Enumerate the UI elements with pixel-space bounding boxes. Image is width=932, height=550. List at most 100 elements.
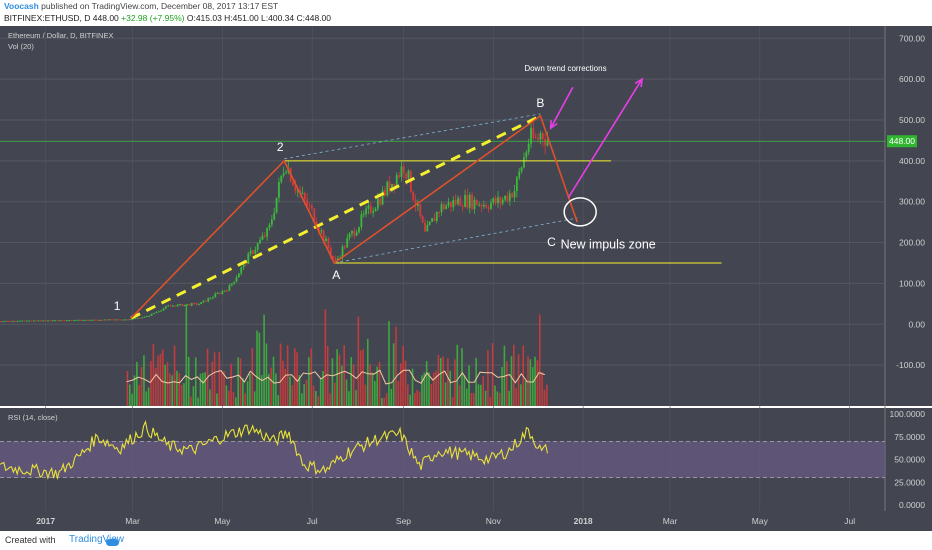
candle-body xyxy=(280,175,283,182)
volume-bar xyxy=(343,345,345,406)
candle-body xyxy=(534,137,537,139)
candle-body xyxy=(372,211,375,213)
candle-body xyxy=(515,177,518,191)
candle-body xyxy=(139,317,141,319)
candle-body xyxy=(162,308,165,311)
volume-bar xyxy=(487,350,489,406)
publish-line: Voocash published on TradingView.com, De… xyxy=(4,1,278,11)
candle-body xyxy=(346,237,349,248)
candle-body xyxy=(56,320,59,322)
candle-body xyxy=(259,239,261,244)
volume-bar xyxy=(383,397,386,406)
volume-bar xyxy=(543,389,546,406)
volume-bar xyxy=(501,366,503,406)
volume-bar xyxy=(348,391,350,406)
volume-bar xyxy=(270,367,272,406)
volume-bar xyxy=(357,316,360,406)
candle-body xyxy=(157,311,160,313)
volume-bar xyxy=(477,384,480,406)
candle-body xyxy=(219,292,221,294)
volume-bar xyxy=(428,372,430,406)
candle-body xyxy=(174,305,177,307)
published-text: published on TradingView.com, December 0… xyxy=(41,1,279,11)
volume-bar xyxy=(482,376,485,406)
volume-bar xyxy=(218,352,221,406)
candle-body xyxy=(447,202,450,206)
candle-body xyxy=(320,230,323,232)
volume-bar xyxy=(472,393,475,406)
candle-body xyxy=(28,320,31,322)
volume-bar xyxy=(256,330,258,406)
volume-bar xyxy=(496,391,499,406)
volume-bar xyxy=(190,396,192,406)
candle-body xyxy=(148,315,151,317)
candle-body xyxy=(117,319,120,321)
candle-body xyxy=(325,238,327,242)
volume-bar xyxy=(421,375,423,406)
volume-bar xyxy=(185,304,188,406)
volume-bar xyxy=(211,361,214,406)
volume-bar xyxy=(171,375,174,406)
candle-body xyxy=(169,305,172,307)
volume-bar xyxy=(449,370,452,406)
volume-bar xyxy=(494,385,496,406)
candle-body xyxy=(94,319,97,321)
candle-body xyxy=(212,297,214,299)
symbol-line: BITFINEX:ETHUSD, D 448.00 +32.98 (+7.95%… xyxy=(4,13,331,23)
candle-body xyxy=(454,200,457,205)
candle-body xyxy=(400,166,403,177)
correction-arrow xyxy=(550,86,574,129)
candle-body xyxy=(353,230,356,236)
candle-body xyxy=(433,218,436,221)
candle-body xyxy=(518,171,521,178)
candle-body xyxy=(440,204,443,213)
projection-arrow xyxy=(567,78,643,199)
annotation-new-impuls: New impuls zone xyxy=(561,238,656,252)
candle-body xyxy=(384,190,386,196)
volume-bar xyxy=(275,373,277,406)
volume-bar xyxy=(510,356,513,406)
volume-bar xyxy=(178,373,181,406)
volume-bar xyxy=(338,354,341,406)
volume-bar xyxy=(319,379,322,406)
candle-body xyxy=(0,321,2,323)
wave-label-1: 1 xyxy=(114,299,121,313)
candle-body xyxy=(183,304,186,306)
candle-body xyxy=(351,230,353,234)
price-axis-label: 700.00 xyxy=(899,33,925,43)
candle-body xyxy=(520,167,523,172)
chart-canvas[interactable]: 700.00 600.00 500.00 400.00 300.00 200.00 100.… xyxy=(0,26,932,531)
candle-body xyxy=(343,246,346,248)
candle-body xyxy=(513,190,516,198)
volume-bar xyxy=(322,370,324,406)
volume-bar xyxy=(296,352,298,406)
candle-body xyxy=(113,319,115,321)
volume-bar xyxy=(456,344,459,406)
candle-body xyxy=(249,250,252,254)
volume-bar xyxy=(265,343,268,406)
candle-body xyxy=(110,319,113,321)
volume-bar xyxy=(225,385,228,406)
tradingview-brand[interactable]: TradingView xyxy=(54,534,124,546)
candle-body xyxy=(73,320,75,322)
candle-body xyxy=(237,273,240,278)
candle-body xyxy=(468,194,471,208)
candle-body xyxy=(207,298,210,302)
volume-bar xyxy=(505,361,508,406)
candle-body xyxy=(407,170,410,179)
volume-bar xyxy=(213,352,216,406)
candle-body xyxy=(546,140,549,146)
time-axis-label: Nov xyxy=(486,516,502,526)
candle-body xyxy=(431,218,433,222)
candle-body xyxy=(87,319,89,321)
volume-bar xyxy=(128,384,131,406)
candle-body xyxy=(221,291,224,294)
candle-body xyxy=(254,249,257,254)
volume-bar xyxy=(166,362,169,406)
volume-bar xyxy=(209,389,211,406)
candle-body xyxy=(70,320,73,322)
author-name[interactable]: Voocash xyxy=(4,1,39,11)
candle-body xyxy=(308,205,311,207)
price-axis-label: 400.00 xyxy=(899,156,925,166)
volume-bar xyxy=(409,394,411,406)
